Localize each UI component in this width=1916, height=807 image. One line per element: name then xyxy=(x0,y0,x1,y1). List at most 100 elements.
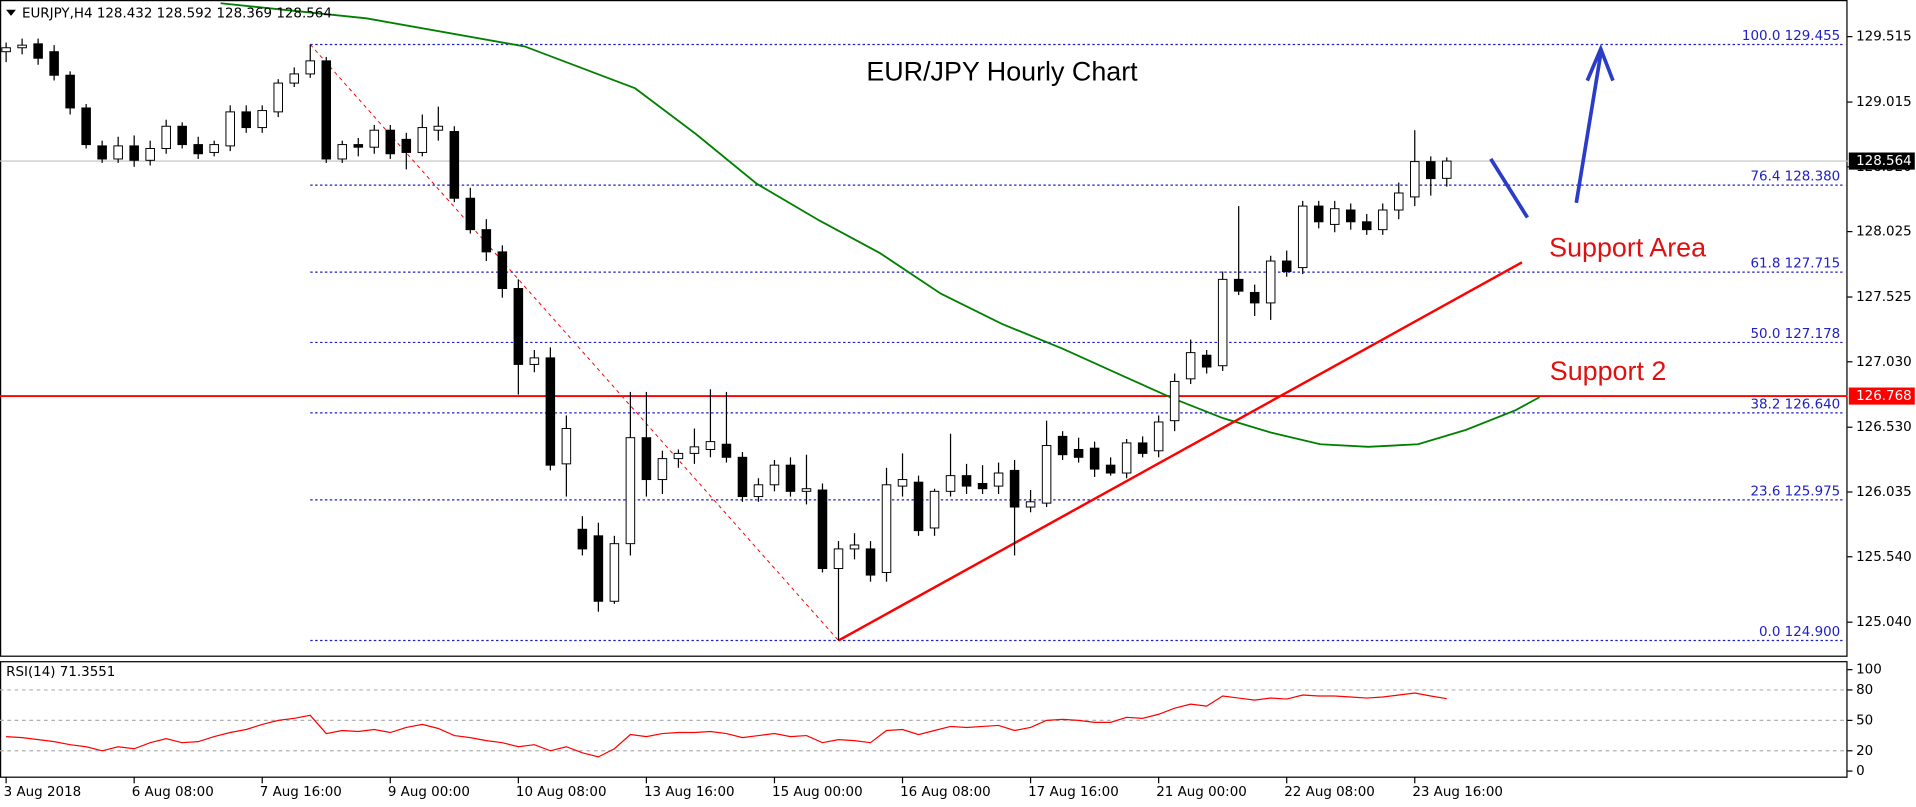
fib-label: 0.0 124.900 xyxy=(1759,625,1840,640)
candle-body xyxy=(129,145,139,161)
y-tick-label: 127.030 xyxy=(1856,355,1912,370)
candle-body xyxy=(993,472,1004,487)
candle-body xyxy=(289,73,300,84)
candle-body xyxy=(513,288,524,365)
candle-body xyxy=(305,60,316,75)
x-tick-label: 10 Aug 08:00 xyxy=(516,785,607,800)
x-tick-label: 6 Aug 08:00 xyxy=(132,785,214,800)
candle-body xyxy=(209,144,219,153)
candle-body xyxy=(161,125,171,150)
candle-body xyxy=(1153,421,1164,452)
candle-body xyxy=(945,475,956,492)
candle-body xyxy=(1009,469,1020,508)
candle-body xyxy=(65,74,75,109)
candle-body xyxy=(241,111,251,129)
candle-body xyxy=(81,107,91,146)
candle-body xyxy=(193,144,203,155)
arrow-line xyxy=(1489,157,1529,219)
candle-body xyxy=(593,535,604,602)
chart-title: EUR/JPY Hourly Chart xyxy=(866,56,1138,86)
x-tick-label: 13 Aug 16:00 xyxy=(644,785,735,800)
candle-body xyxy=(705,441,716,450)
fib-label: 38.2 126.640 xyxy=(1750,397,1840,412)
candle-body xyxy=(897,479,908,487)
candle-body xyxy=(1393,192,1404,211)
fib-label: 76.4 128.380 xyxy=(1750,170,1840,185)
candle-body xyxy=(145,148,155,161)
x-tick-label: 9 Aug 00:00 xyxy=(388,785,470,800)
candle-body xyxy=(465,197,476,231)
x-tick-label: 17 Aug 16:00 xyxy=(1028,785,1119,800)
y-tick-label: 80 xyxy=(1856,683,1873,698)
x-tick-label: 3 Aug 2018 xyxy=(4,785,82,800)
candle-body xyxy=(417,127,428,153)
candle-body xyxy=(1025,501,1036,508)
candle-body xyxy=(1041,445,1052,504)
candle-body xyxy=(641,437,652,481)
candle-body xyxy=(433,125,444,131)
candle-body xyxy=(561,428,572,465)
fib-label: 50.0 127.178 xyxy=(1750,327,1840,342)
y-tick-label: 125.540 xyxy=(1856,550,1912,565)
candle-body xyxy=(1089,447,1100,470)
candle-body xyxy=(1361,221,1372,231)
candle-body xyxy=(785,464,796,492)
rsi-line xyxy=(6,692,1447,758)
y-tick-label: 128.025 xyxy=(1856,225,1912,240)
arrow-line xyxy=(1574,53,1603,204)
candle-body xyxy=(225,111,235,147)
candle-body xyxy=(769,464,780,486)
candle-body xyxy=(1073,448,1084,458)
forecast-arrows xyxy=(1489,43,1615,219)
candle-body xyxy=(961,475,972,487)
moving-average xyxy=(220,2,1541,448)
candle-body xyxy=(625,437,636,545)
candle-body xyxy=(1377,209,1388,231)
candle-body xyxy=(737,456,748,498)
x-tick-label: 22 Aug 08:00 xyxy=(1284,785,1375,800)
candle-body xyxy=(49,51,59,76)
candle-body xyxy=(913,481,924,532)
y-tick-label: 0 xyxy=(1856,764,1865,779)
candle-body xyxy=(801,488,812,492)
annotation: Support 2 xyxy=(1550,356,1667,386)
candle-body xyxy=(1409,161,1420,198)
candle-body xyxy=(1185,352,1196,380)
fib-label: 61.8 127.715 xyxy=(1750,257,1840,272)
candle-body xyxy=(177,125,187,146)
candle-body xyxy=(17,44,27,49)
fib-label: 100.0 129.455 xyxy=(1742,29,1840,44)
candle-body xyxy=(657,458,668,481)
candle-body xyxy=(545,357,556,466)
support-price-label: 126.768 xyxy=(1856,389,1912,404)
arrow-head xyxy=(1585,43,1615,82)
candle-body xyxy=(673,452,684,460)
candle-body xyxy=(689,446,700,454)
candle-body xyxy=(369,129,380,148)
x-tick-label: 16 Aug 08:00 xyxy=(900,785,991,800)
candle-body xyxy=(753,484,764,498)
candle-body xyxy=(1442,160,1452,179)
candle-body xyxy=(1249,291,1260,304)
rsi-panel xyxy=(0,661,1848,778)
candle-body xyxy=(865,548,876,576)
candle-body xyxy=(529,357,540,365)
candle-body xyxy=(1121,442,1132,474)
candle-body xyxy=(1201,354,1212,368)
candle-body xyxy=(817,489,828,570)
candle-body xyxy=(849,544,860,550)
y-tick-label: 126.530 xyxy=(1856,420,1912,435)
y-tick-label: 129.515 xyxy=(1856,30,1912,45)
candle-body xyxy=(1137,442,1148,454)
candle-body xyxy=(113,145,123,160)
candle-body xyxy=(929,490,940,529)
x-tick-label: 21 Aug 00:00 xyxy=(1156,785,1247,800)
candle-body xyxy=(609,543,620,602)
x-tick-label: 15 Aug 00:00 xyxy=(772,785,863,800)
candle-body xyxy=(1217,278,1228,367)
candle-body xyxy=(1313,205,1324,223)
candle-body xyxy=(257,110,267,129)
candle-body xyxy=(401,138,412,153)
y-tick-label: 20 xyxy=(1856,744,1873,759)
candle-body xyxy=(721,443,732,458)
